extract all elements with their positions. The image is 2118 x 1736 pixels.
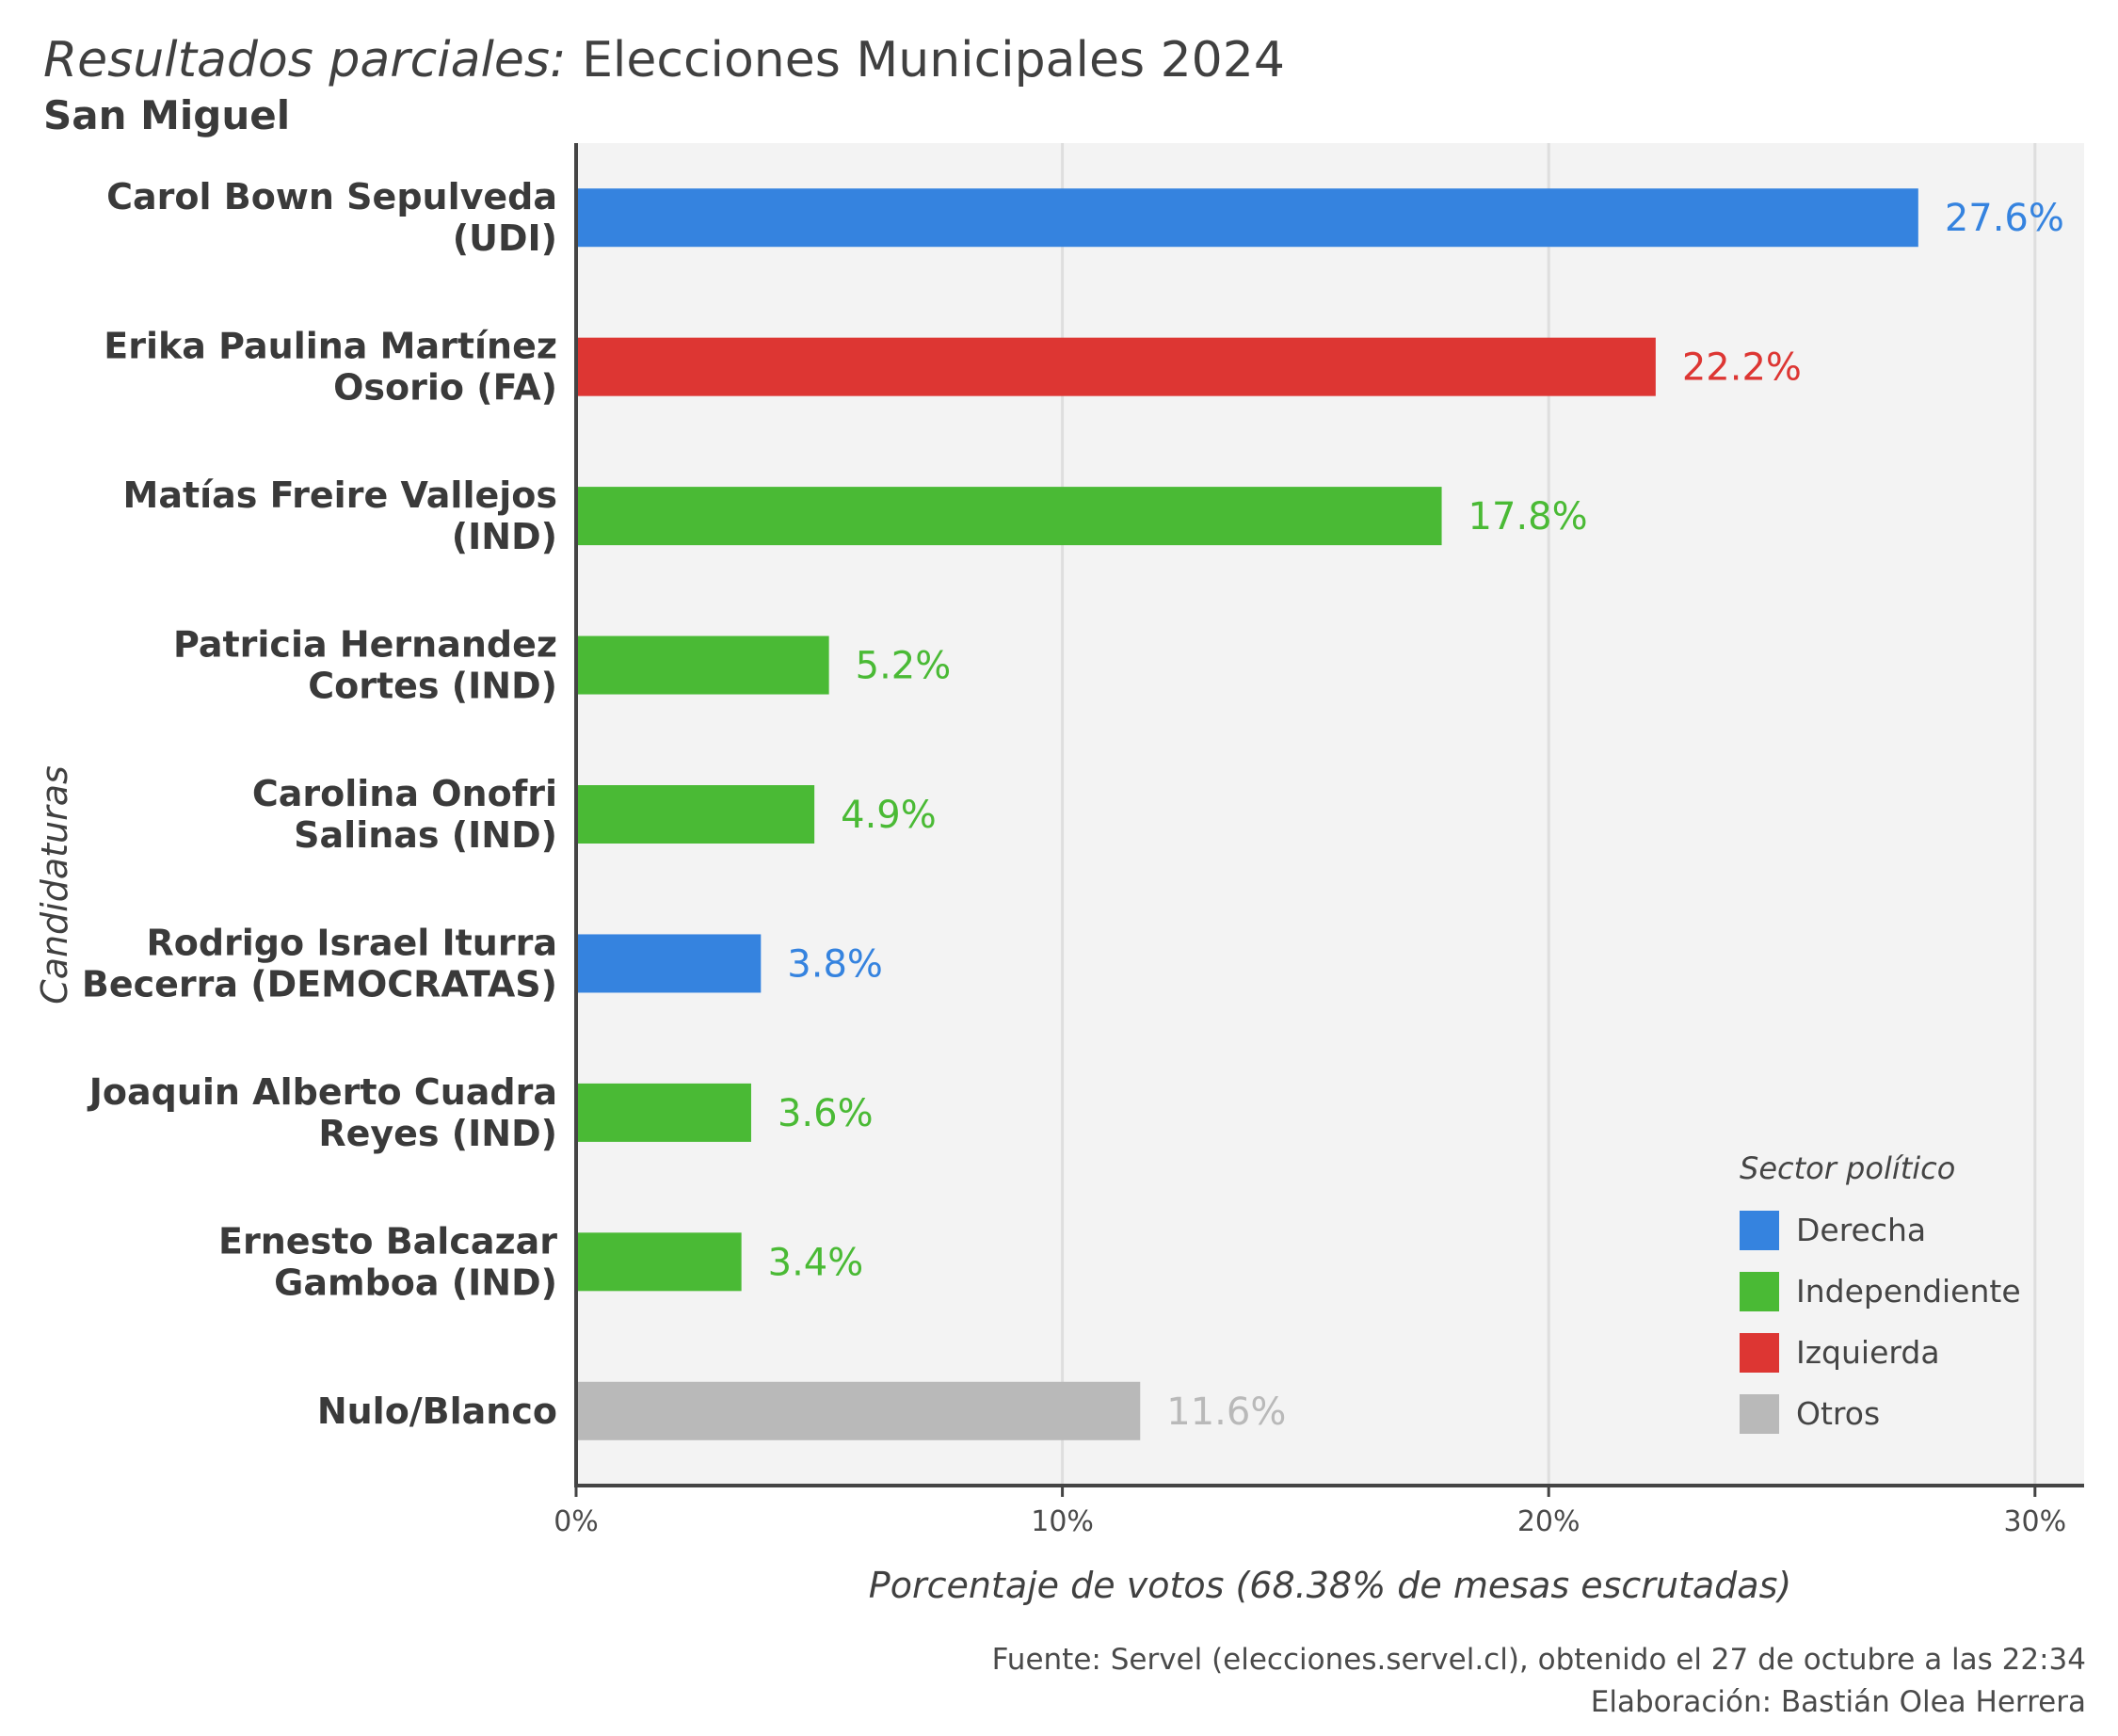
category-label-3-0: Patricia Hernandez: [173, 624, 557, 666]
category-label-7-0: Ernesto Balcazar: [218, 1220, 557, 1262]
category-label-2-0: Matías Freire Vallejos: [123, 474, 558, 516]
author-caption: Elaboración: Bastián Olea Herrera: [1590, 1685, 2086, 1719]
x-axis-title: Porcentaje de votos (68.38% de mesas esc…: [868, 1565, 1792, 1606]
value-label-0: 27.6%: [1945, 197, 2064, 240]
bar-2: [576, 487, 1442, 546]
legend-title: Sector político: [1740, 1150, 1956, 1186]
legend-item-izquierda: Izquierda: [1740, 1322, 2021, 1383]
bar-1: [576, 337, 1656, 396]
legend-swatch-derecha: [1740, 1210, 1779, 1250]
chart-title-main: Elecciones Municipales 2024: [582, 32, 1285, 88]
category-label-3-1: Cortes (IND): [308, 666, 557, 707]
bar-5: [576, 934, 762, 993]
legend-label-independiente: Independiente: [1796, 1273, 2021, 1310]
legend-swatch-otros: [1740, 1393, 1779, 1434]
category-label-5-1: Becerra (DEMOCRATAS): [82, 963, 557, 1005]
value-label-5: 3.8%: [787, 942, 883, 986]
category-label-6-0: Joaquin Alberto Cuadra: [87, 1071, 557, 1113]
x-tick-label-3: 30%: [2003, 1505, 2066, 1538]
bar-0: [576, 188, 1918, 248]
legend-swatch-independiente: [1740, 1271, 1779, 1311]
legend-label-derecha: Derecha: [1796, 1212, 1927, 1248]
value-label-2: 17.8%: [1468, 495, 1588, 538]
category-label-7-1: Gamboa (IND): [274, 1262, 557, 1303]
legend-label-izquierda: Izquierda: [1796, 1334, 1940, 1371]
value-label-8: 11.6%: [1166, 1390, 1286, 1434]
value-label-3: 5.2%: [856, 645, 952, 688]
legend-item-derecha: Derecha: [1740, 1199, 2021, 1261]
bar-7: [576, 1232, 742, 1292]
legend-item-independiente: Independiente: [1740, 1261, 2021, 1322]
category-label-8-0: Nulo/Blanco: [317, 1390, 557, 1432]
chart-title: Resultados parciales: Elecciones Municip…: [43, 26, 1285, 94]
legend: Sector político Derecha Independiente Iz…: [1740, 1150, 2021, 1444]
chart-title-italic: Resultados parciales:: [43, 32, 567, 88]
bar-3: [576, 635, 829, 695]
category-label-6-1: Reyes (IND): [318, 1113, 557, 1154]
legend-label-otros: Otros: [1796, 1395, 1881, 1432]
value-label-1: 22.2%: [1682, 346, 1802, 390]
x-tick-label-2: 20%: [1517, 1505, 1580, 1538]
value-label-7: 3.4%: [768, 1241, 864, 1284]
legend-item-otros: Otros: [1740, 1383, 2021, 1444]
category-label-1-1: Osorio (FA): [333, 367, 557, 409]
x-tick-label-1: 10%: [1031, 1505, 1094, 1538]
x-tick-label-0: 0%: [554, 1505, 599, 1538]
bar-4: [576, 785, 815, 844]
y-axis-title: Candidaturas: [34, 765, 75, 1005]
chart-subtitle: San Miguel: [43, 92, 291, 138]
category-label-4-0: Carolina Onofri: [252, 773, 557, 814]
value-label-4: 4.9%: [841, 794, 937, 837]
bar-8: [576, 1381, 1141, 1440]
category-label-2-1: (IND): [452, 516, 557, 557]
bar-6: [576, 1083, 751, 1142]
category-label-0-0: Carol Bown Sepulveda: [106, 176, 557, 217]
category-label-1-0: Erika Paulina Martínez: [104, 326, 557, 367]
source-caption: Fuente: Servel (elecciones.servel.cl), o…: [991, 1643, 2086, 1677]
category-label-0-1: (UDI): [453, 217, 557, 259]
legend-swatch-izquierda: [1740, 1332, 1779, 1373]
value-label-6: 3.6%: [778, 1092, 874, 1135]
category-label-4-1: Salinas (IND): [294, 814, 557, 856]
category-label-5-0: Rodrigo Israel Iturra: [146, 922, 557, 963]
